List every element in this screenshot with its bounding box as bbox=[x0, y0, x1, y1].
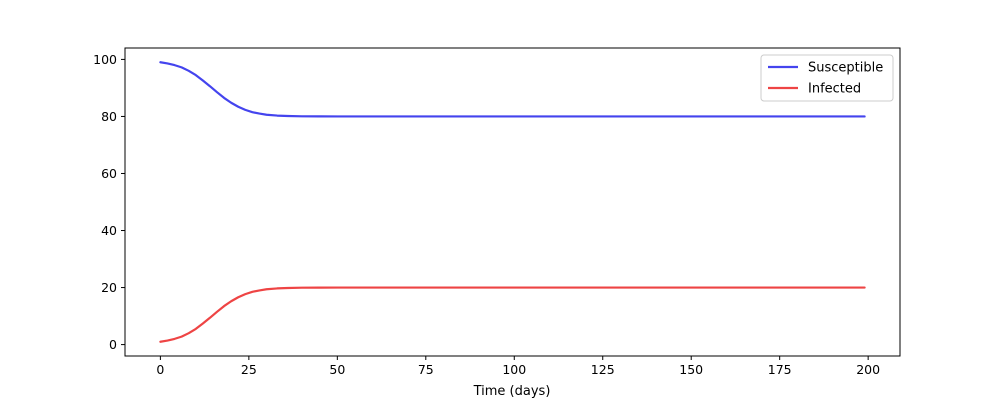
series-line-susceptible bbox=[159, 61, 866, 118]
x-tick-label: 75 bbox=[418, 362, 434, 377]
x-tick-label: 50 bbox=[329, 362, 345, 377]
x-tick-label: 0 bbox=[156, 362, 164, 377]
plot-frame bbox=[124, 47, 901, 357]
x-tick-label: 125 bbox=[591, 362, 615, 377]
y-tick-label: 80 bbox=[101, 109, 117, 124]
x-axis: 0 25 50 75 100 125 150 175 200 bbox=[156, 356, 880, 377]
y-tick-label: 100 bbox=[93, 52, 117, 67]
x-axis-title: Time (days) bbox=[473, 384, 551, 399]
x-tick-label: 175 bbox=[768, 362, 792, 377]
x-tick-label: 25 bbox=[241, 362, 257, 377]
x-tick-label: 200 bbox=[856, 362, 880, 377]
legend: Susceptible Infected bbox=[760, 54, 894, 102]
y-tick-label: 60 bbox=[101, 166, 117, 181]
y-tick-label: 40 bbox=[101, 223, 117, 238]
legend-label-susceptible: Susceptible bbox=[808, 61, 883, 76]
x-tick-label: 150 bbox=[679, 362, 703, 377]
y-tick-label: 0 bbox=[109, 337, 117, 352]
legend-label-infected: Infected bbox=[808, 82, 861, 97]
series-line-infected bbox=[159, 286, 866, 343]
x-tick-label: 100 bbox=[502, 362, 526, 377]
y-tick-label: 20 bbox=[101, 280, 117, 295]
y-axis: 0 20 40 60 80 100 bbox=[93, 52, 125, 352]
series-layer bbox=[159, 61, 866, 343]
